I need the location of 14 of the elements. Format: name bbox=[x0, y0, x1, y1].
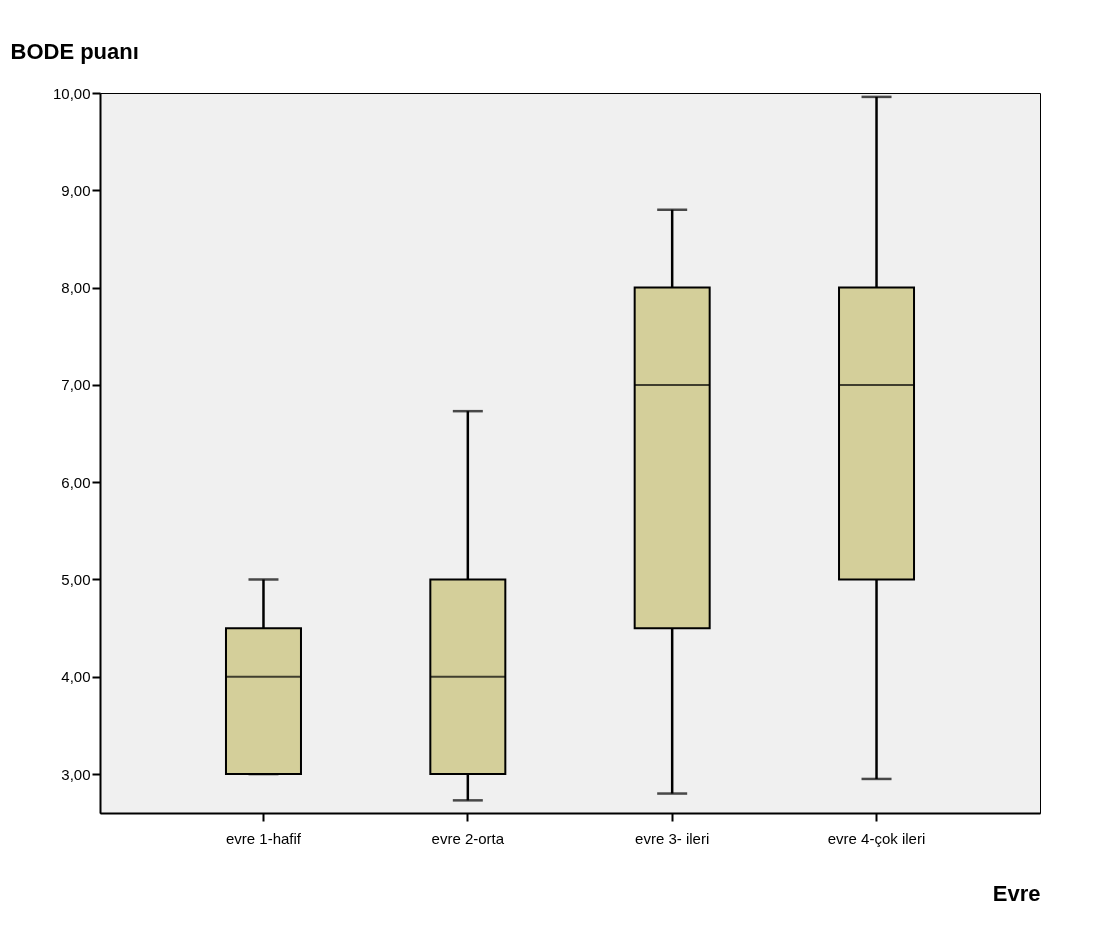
y-tick-label: 6,00 bbox=[61, 473, 91, 491]
y-tick-label: 7,00 bbox=[61, 376, 91, 394]
y-axis-title: BODE puanı bbox=[10, 38, 139, 64]
y-tick-label: 10,00 bbox=[52, 84, 91, 102]
x-tick-label: evre 2-orta bbox=[431, 829, 505, 847]
x-tick-label: evre 3- ileri bbox=[635, 829, 710, 847]
x-axis-title: Evre bbox=[992, 880, 1041, 906]
x-tick-label: evre 4-çok ileri bbox=[827, 829, 926, 847]
y-tick-label: 3,00 bbox=[61, 765, 91, 783]
y-tick-label: 4,00 bbox=[61, 668, 91, 686]
x-tick-label: evre 1-hafif bbox=[225, 829, 302, 847]
y-tick-label: 9,00 bbox=[61, 181, 91, 199]
y-tick-label: 5,00 bbox=[61, 570, 91, 588]
y-tick-label: 8,00 bbox=[61, 279, 91, 297]
